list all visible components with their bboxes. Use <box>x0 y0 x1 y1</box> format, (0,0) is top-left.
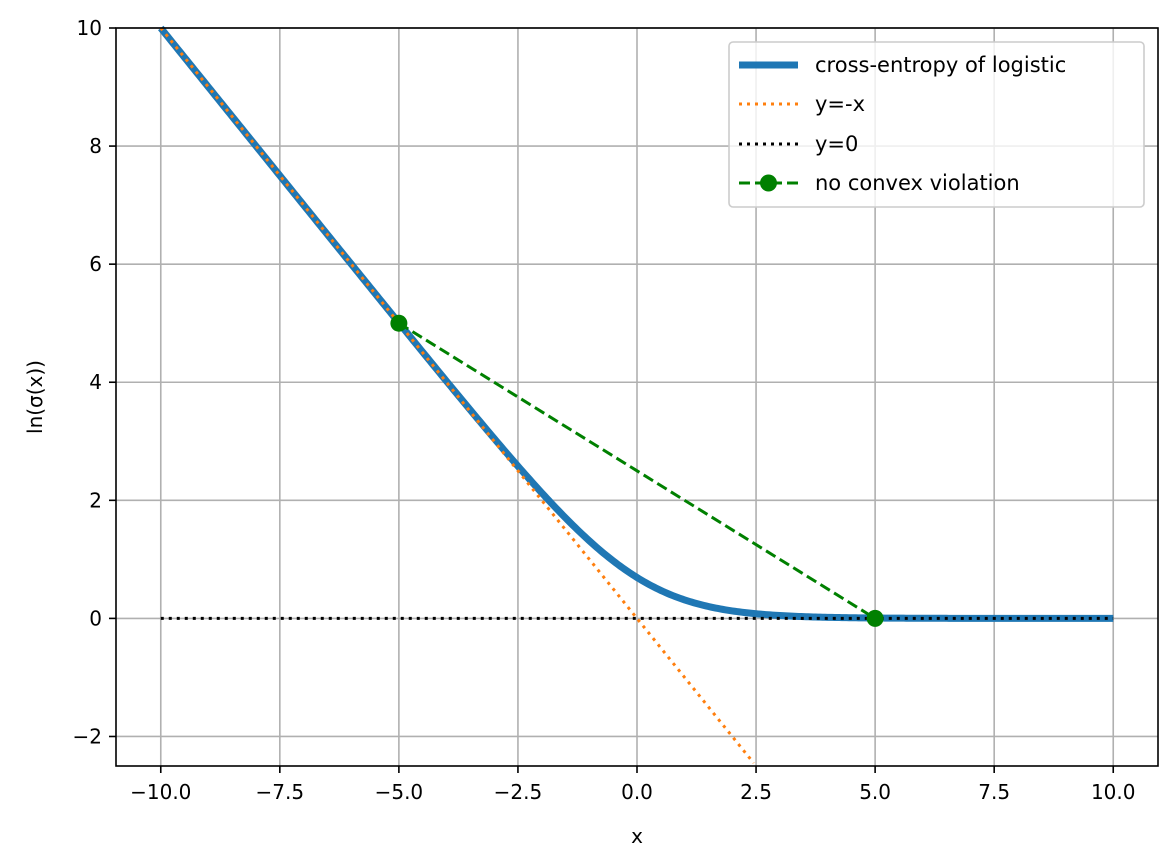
legend-swatch-marker <box>760 174 777 192</box>
y-tick-label: 2 <box>89 488 102 512</box>
x-tick-label: 7.5 <box>978 780 1010 804</box>
chord-point-marker <box>390 314 408 332</box>
chord-point-marker <box>866 609 884 627</box>
x-tick-label: −5.0 <box>375 780 424 804</box>
series-layer <box>158 25 1115 764</box>
x-tick-label: −7.5 <box>256 780 305 804</box>
legend-frame <box>728 41 1145 208</box>
x-tick-label: 0.0 <box>621 780 653 804</box>
neg-x-line <box>159 27 755 764</box>
ticks: −10.0 −7.5 −5.0 −2.5 0.0 2.5 5.0 7.5 10.0 −2 0 2 4 6 8… <box>73 16 1136 804</box>
x-tick-label: 2.5 <box>740 780 772 804</box>
legend: cross-entropy of logistic y=-x y=0 no conve… <box>728 41 1145 208</box>
y-tick-label: −2 <box>73 724 102 748</box>
legend-label: y=0 <box>815 132 858 156</box>
x-tick-label: −10.0 <box>130 780 191 804</box>
x-tick-label: −2.5 <box>494 780 543 804</box>
y-tick-label: 4 <box>89 370 102 394</box>
y-tick-label: 6 <box>89 252 102 276</box>
legend-entries: cross-entropy of logistic y=-x y=0 no conve… <box>739 53 1066 195</box>
x-tick-label: 5.0 <box>859 780 891 804</box>
x-tick-label: 10.0 <box>1091 780 1136 804</box>
y-tick-label: 8 <box>89 134 102 158</box>
legend-label: y=-x <box>815 92 865 116</box>
y-axis-label: ln(σ(x)) <box>23 360 47 434</box>
chord-line <box>398 321 876 620</box>
y-tick-label: 10 <box>77 16 102 40</box>
y-tick-label: 0 <box>89 606 102 630</box>
x-axis-label: x <box>631 824 643 848</box>
legend-label: cross-entropy of logistic <box>815 53 1066 77</box>
legend-label: no convex violation <box>815 171 1020 195</box>
